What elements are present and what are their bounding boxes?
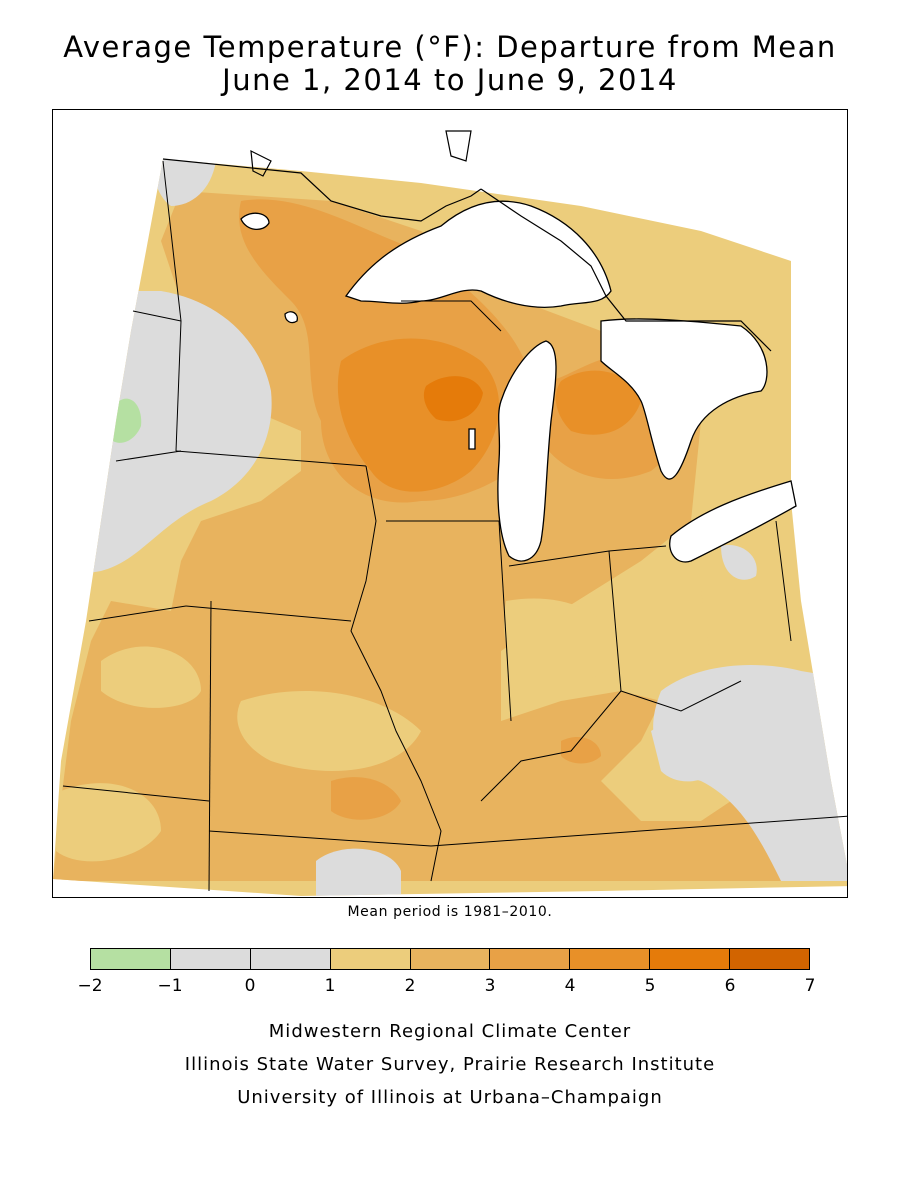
lake-winnebago <box>468 428 476 450</box>
legend-tick-label: 2 <box>404 976 416 996</box>
legend-bin-2 <box>250 949 331 969</box>
zone-0-1-nw <box>151 159 216 206</box>
state-boundaries <box>62 160 847 892</box>
great-lakes <box>240 200 797 563</box>
credit-line-2: Illinois State Water Survey, Prairie Res… <box>184 1054 716 1075</box>
legend-tick-label: 0 <box>244 976 256 996</box>
legend-bin-5 <box>490 949 571 969</box>
legend-color-bar <box>90 948 810 970</box>
zone-0-1-pa-corner <box>721 545 757 580</box>
lake-of-woods <box>240 212 270 230</box>
legend-bin-4 <box>410 949 491 969</box>
il-in-border <box>498 520 512 722</box>
zone-3-4-ky <box>561 736 601 764</box>
ks-mo-border <box>208 600 212 892</box>
map-title-line-1: Average Temperature (°F): Departure from… <box>63 30 837 64</box>
legend-tick-label: 3 <box>484 976 496 996</box>
zone-1-2-pocket-ia <box>101 646 201 708</box>
in-oh-border <box>608 550 622 692</box>
zone-0-1-tn <box>316 848 401 896</box>
legend-tick-label: 6 <box>724 976 736 996</box>
legend-tick-label: 1 <box>324 976 336 996</box>
legend-tick-label: 4 <box>564 976 576 996</box>
mean-period-note: Mean period is 1981–2010. <box>347 904 553 920</box>
zone-neg2-neg1-dakota <box>113 398 142 443</box>
legend-bin-7 <box>650 949 731 969</box>
zone-5-6-wisconsin <box>423 376 483 422</box>
zone-1-2-pocket-in <box>504 598 621 685</box>
zone-1-2-pocket-ks <box>56 783 161 862</box>
legend-bin-6 <box>570 949 651 969</box>
ks-ok-border <box>62 785 210 802</box>
ohio-river <box>480 680 742 802</box>
zone-4-5-michigan <box>555 370 641 435</box>
map-frame <box>52 109 848 898</box>
nd-sd-border <box>132 310 182 322</box>
mo-ar-border <box>208 830 432 847</box>
mi-in-oh-border <box>508 545 667 567</box>
credit-line-1: Midwestern Regional Climate Center <box>268 1021 632 1042</box>
legend-tick-label: 7 <box>804 976 816 996</box>
zone-1-2-pocket-oh <box>701 588 791 672</box>
sd-ne-border <box>115 450 182 462</box>
ky-tn-border <box>430 815 847 847</box>
ia-mo-border <box>185 605 352 622</box>
zone-1-2-pocket-mo <box>237 691 421 771</box>
ne-ks-border <box>88 605 187 622</box>
zone-3-4-mo <box>331 777 401 820</box>
lake-huron <box>600 318 768 480</box>
legend-bin-3 <box>330 949 411 969</box>
mn-ia-border <box>175 450 367 467</box>
mississippi-river <box>350 465 442 882</box>
legend-tick-label: −2 <box>77 976 103 996</box>
credit-line-3: University of Illinois at Urbana–Champai… <box>237 1087 663 1108</box>
legend-bin-8 <box>730 949 810 969</box>
legend-bin-0 <box>91 949 171 969</box>
zone-0-1-east <box>653 665 847 881</box>
lake-superior <box>344 200 612 308</box>
legend-tick-label: −1 <box>157 976 183 996</box>
oh-pa-border <box>775 520 792 642</box>
temperature-departure-map <box>53 130 847 896</box>
lake-erie <box>669 480 797 563</box>
lake-michigan <box>497 340 557 562</box>
coastlines <box>162 130 772 352</box>
wi-mi-border <box>401 300 502 332</box>
zone-0-1-ky-south <box>651 720 731 782</box>
legend-tick-label: 5 <box>644 976 656 996</box>
lake-red <box>284 311 298 324</box>
legend-bin-1 <box>170 949 251 969</box>
map-title-line-2: June 1, 2014 to June 9, 2014 <box>222 63 678 97</box>
